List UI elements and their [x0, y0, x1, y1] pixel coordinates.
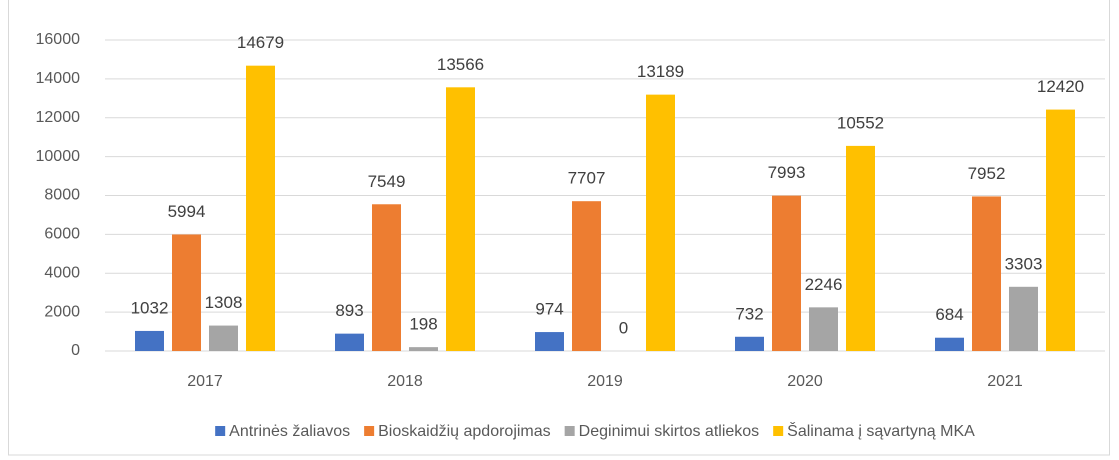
data-label: 7952 — [968, 164, 1006, 183]
y-tick-label: 14000 — [36, 70, 81, 87]
data-label: 7993 — [768, 163, 806, 182]
bar — [135, 330, 164, 351]
bar — [446, 87, 475, 351]
bar — [935, 337, 964, 351]
data-label: 0 — [619, 318, 628, 337]
x-tick-label: 2019 — [587, 373, 623, 390]
legend-label: Deginimui skirtos atliekos — [579, 423, 760, 440]
bar — [972, 196, 1001, 351]
x-tick-label: 2018 — [387, 373, 423, 390]
legend-swatch — [564, 426, 575, 436]
bar — [535, 332, 564, 351]
data-label: 10552 — [837, 113, 884, 132]
legend-swatch — [364, 426, 375, 436]
y-tick-label: 6000 — [44, 226, 80, 243]
bar — [572, 201, 601, 351]
data-label: 974 — [535, 300, 563, 319]
bar — [409, 347, 438, 351]
data-label: 893 — [335, 301, 363, 320]
data-label: 1032 — [131, 298, 169, 317]
y-tick-label: 8000 — [44, 187, 80, 204]
data-label: 198 — [409, 315, 437, 334]
bar — [209, 325, 238, 351]
legend-swatch — [773, 426, 784, 436]
bar — [172, 234, 201, 351]
bar — [1046, 109, 1075, 352]
y-tick-label: 0 — [71, 342, 80, 359]
chart-border — [8, 0, 1110, 456]
data-label: 1308 — [205, 293, 243, 312]
data-label: 3303 — [1005, 254, 1043, 273]
x-tick-label: 2017 — [187, 373, 223, 390]
data-label: 7707 — [568, 169, 606, 188]
y-tick-label: 2000 — [44, 303, 80, 320]
data-label: 14679 — [237, 33, 284, 52]
y-tick-label: 16000 — [36, 31, 81, 48]
data-label: 13189 — [637, 62, 684, 81]
bar — [646, 94, 675, 352]
data-label: 5994 — [168, 202, 206, 221]
data-label: 12420 — [1037, 77, 1084, 96]
bar — [772, 195, 801, 351]
data-label: 732 — [735, 304, 763, 323]
y-tick-label: 10000 — [36, 148, 81, 165]
bar — [1009, 286, 1038, 351]
y-tick-label: 12000 — [36, 109, 81, 126]
bar — [335, 333, 364, 351]
bar — [846, 145, 875, 351]
bar — [735, 336, 764, 351]
legend-label: Bioskaidžių apdorojimas — [378, 423, 551, 440]
bar — [809, 307, 838, 351]
x-tick-label: 2020 — [787, 373, 823, 390]
x-tick-label: 2021 — [987, 373, 1023, 390]
bar — [246, 65, 275, 351]
data-label: 684 — [935, 305, 963, 324]
data-label: 7549 — [368, 172, 406, 191]
legend-label: Antrinės žaliavos — [229, 423, 350, 440]
data-label: 2246 — [805, 275, 843, 294]
legend-label: Šalinama į sąvartyną MKA — [787, 421, 975, 440]
y-tick-label: 4000 — [44, 264, 80, 281]
legend-swatch — [215, 426, 226, 436]
data-label: 13566 — [437, 55, 484, 74]
bar — [372, 204, 401, 351]
